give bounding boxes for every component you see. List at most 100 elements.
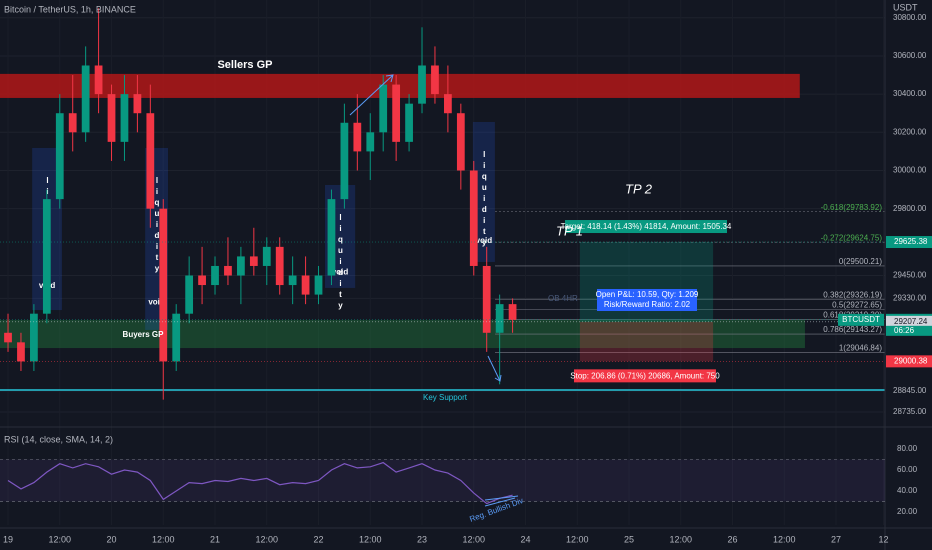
target-box (565, 220, 727, 234)
candle-body (418, 65, 426, 104)
y-tick-label: 29330.00 (893, 294, 927, 303)
candle-body (120, 94, 129, 142)
x-tick-label: 12:00 (359, 534, 382, 544)
x-tick-label: 27 (831, 534, 841, 544)
y-tick-label: 28845.00 (893, 386, 927, 395)
candle-body (42, 199, 51, 314)
rr-label: Risk/Reward Ratio: 2.02 (604, 300, 691, 309)
void-word: void (148, 298, 165, 307)
y-tick-label: 29450.00 (893, 271, 927, 280)
candle-body (431, 65, 439, 95)
fib-label: -0.272(29624.75) (821, 233, 883, 242)
price-tag-label: 29000.38 (894, 356, 928, 365)
candle-body (55, 113, 64, 200)
candle-body (495, 304, 504, 333)
tp-label: TP 1 (556, 223, 583, 238)
candle-body (185, 275, 194, 314)
candle-body (379, 84, 388, 133)
candle-body (301, 275, 310, 295)
fib-label: 0(29500.21) (839, 257, 882, 266)
x-tick-label: 22 (314, 534, 324, 544)
candle-body (508, 304, 517, 320)
countdown-label: 06:26 (894, 326, 915, 335)
pnl-box (597, 289, 697, 311)
key-support-label: Key Support (423, 393, 468, 402)
candle-body (340, 122, 349, 200)
x-tick-label: 24 (521, 534, 531, 544)
candle-body (107, 94, 116, 142)
x-tick-label: 12:00 (256, 534, 279, 544)
y-tick-label: 30400.00 (893, 89, 927, 98)
x-tick-label: 12:00 (669, 534, 692, 544)
currency: USDT (893, 2, 918, 12)
candle-body (405, 103, 413, 142)
x-tick-label: 25 (624, 534, 634, 544)
candle-body (133, 94, 142, 114)
price-tag-label: 29625.38 (894, 237, 928, 246)
x-tick-label: 12 (878, 534, 888, 544)
arrow (487, 355, 502, 382)
candle-body (198, 275, 206, 286)
y-tick-label: 30800.00 (893, 13, 927, 22)
x-tick-label: 12:00 (462, 534, 485, 544)
y-tick-label: 30200.00 (893, 127, 927, 136)
candle-body (444, 94, 452, 114)
price-tag (886, 236, 932, 249)
candle-body (249, 256, 258, 266)
pnl-label: Open P&L: 10.59, Qty: 1.209 (596, 290, 699, 299)
x-tick-label: 12:00 (152, 534, 175, 544)
candle-body (456, 113, 465, 171)
candle-body (211, 265, 219, 286)
x-tick-label: 19 (3, 534, 13, 544)
fib-label: 1(29046.84) (839, 344, 882, 353)
x-tick-label: 12:00 (566, 534, 589, 544)
candle-body (17, 342, 25, 362)
symbol-label: BTCUSDT (842, 315, 880, 324)
candle-body (366, 132, 375, 152)
price-tag (886, 355, 932, 368)
rsi-tick-label: 60.00 (897, 465, 918, 474)
price-tag (886, 315, 932, 328)
x-tick-label: 23 (417, 534, 427, 544)
candle-body (327, 199, 336, 276)
candle-body (146, 113, 155, 209)
candle-body (482, 265, 491, 333)
rsi-band (0, 459, 885, 502)
candle-body (314, 275, 323, 295)
candle-body (275, 246, 284, 286)
candle-body (237, 256, 245, 276)
candle-body (172, 313, 181, 362)
y-tick-label: 30000.00 (893, 166, 927, 175)
candle-body (224, 265, 232, 276)
candle-body (262, 246, 271, 266)
stop-area (579, 321, 714, 362)
divergence (484, 495, 519, 507)
candle-body (30, 313, 38, 362)
rsi-line (7, 461, 513, 505)
fib-label: 0.382(29326.19) (823, 290, 882, 299)
void-text: liquidity (480, 150, 489, 249)
candle-body (94, 65, 103, 95)
arrow (349, 74, 394, 116)
sellers-label: Sellers GP (217, 59, 272, 71)
x-tick-label: 12:00 (49, 534, 72, 544)
candle-body (469, 170, 478, 266)
price-tag-label: 29207.24 (894, 317, 928, 326)
countdown-tag (886, 325, 932, 336)
void-word: void (332, 268, 349, 277)
candle-body (81, 65, 90, 133)
fib-label: 0.5(29272.65) (832, 300, 882, 309)
candle-body (68, 113, 77, 133)
liquidity-void (472, 122, 495, 262)
x-tick-label: 20 (107, 534, 117, 544)
y-tick-label: 30600.00 (893, 51, 927, 60)
candle-body (4, 332, 12, 343)
x-tick-label: 21 (210, 534, 220, 544)
candle-body (288, 275, 297, 286)
y-tick-label: 29800.00 (893, 204, 927, 213)
candle-body (353, 122, 362, 152)
x-tick-label: 12:00 (773, 534, 796, 544)
price-pane: liquidityvoidliquidityvoidliquidityvoidl… (0, 8, 885, 413)
void-text: liquidity (336, 213, 345, 312)
